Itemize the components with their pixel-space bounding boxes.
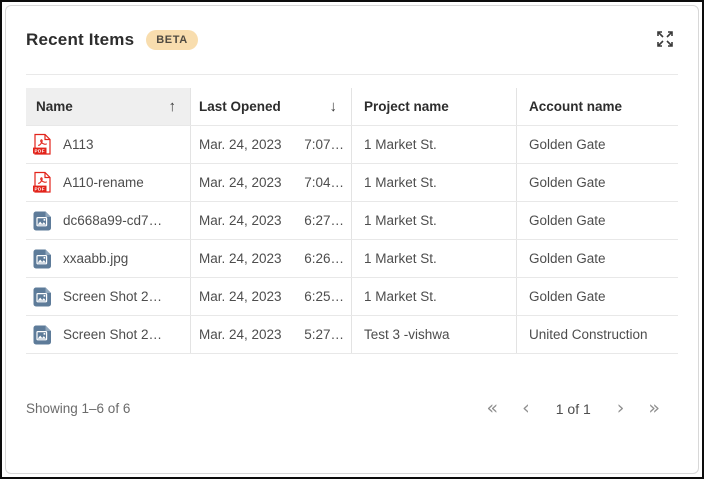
- file-name: Screen Shot 2…: [63, 289, 163, 304]
- recent-items-panel: Recent Items BETA Name ↑: [5, 5, 699, 474]
- date-text: Mar. 24, 2023: [199, 137, 282, 152]
- file-name: A113: [63, 137, 94, 152]
- last-opened-cell: Mar. 24, 2023 6:25…: [191, 278, 352, 315]
- table-body: PDF A113 Mar. 2: [26, 126, 678, 354]
- table-row[interactable]: PDF Screen Shot 2…: [26, 278, 678, 316]
- account-name-text: Golden Gate: [529, 175, 606, 190]
- table-header-row: Name ↑ Last Opened ↓ Project name Accoun…: [26, 88, 678, 126]
- pdf-file-icon: PDF: [32, 133, 53, 156]
- file-name: Screen Shot 2…: [63, 327, 163, 342]
- name-cell: PDF Screen Shot 2…: [26, 278, 191, 315]
- project-name-text: 1 Market St.: [364, 251, 437, 266]
- project-name-cell: 1 Market St.: [352, 240, 517, 277]
- account-name-text: Golden Gate: [529, 289, 606, 304]
- account-name-cell: United Construction: [517, 316, 678, 353]
- last-page-button[interactable]: »: [642, 397, 666, 420]
- last-opened-cell: Mar. 24, 2023 5:27…: [191, 316, 352, 353]
- last-opened-cell: Mar. 24, 2023 6:26…: [191, 240, 352, 277]
- date-text: Mar. 24, 2023: [199, 251, 282, 266]
- expand-button[interactable]: [652, 27, 678, 53]
- account-name-cell: Golden Gate: [517, 164, 678, 201]
- name-cell: PDF Screen Shot 2…: [26, 316, 191, 353]
- first-page-button[interactable]: «: [481, 397, 505, 420]
- image-file-icon: [32, 247, 53, 270]
- project-name-cell: 1 Market St.: [352, 278, 517, 315]
- project-name-text: 1 Market St.: [364, 213, 437, 228]
- project-name-cell: Test 3 -vishwa: [352, 316, 517, 353]
- column-header-name[interactable]: Name ↑: [26, 88, 191, 125]
- page-title: Recent Items: [26, 30, 135, 49]
- svg-text:PDF: PDF: [35, 186, 45, 191]
- image-file-icon: [32, 323, 53, 346]
- file-name: A110-rename: [63, 175, 144, 190]
- column-header-last-opened[interactable]: Last Opened ↓: [191, 88, 352, 125]
- account-name-cell: Golden Gate: [517, 126, 678, 163]
- expand-arrows-icon: [655, 29, 675, 52]
- panel-header: Recent Items BETA: [26, 6, 678, 75]
- sort-descending-icon[interactable]: ↓: [329, 98, 338, 115]
- name-cell: PDF dc668a99-cd7…: [26, 202, 191, 239]
- date-text: Mar. 24, 2023: [199, 175, 282, 190]
- sort-ascending-icon[interactable]: ↑: [168, 98, 177, 115]
- file-name: xxaabb.jpg: [63, 251, 129, 266]
- project-name-cell: 1 Market St.: [352, 164, 517, 201]
- project-name-text: Test 3 -vishwa: [364, 327, 450, 342]
- date-text: Mar. 24, 2023: [199, 213, 282, 228]
- project-name-text: 1 Market St.: [364, 289, 437, 304]
- column-label: Last Opened: [199, 99, 281, 114]
- image-file-icon: [32, 285, 53, 308]
- column-label: Name: [36, 99, 73, 114]
- time-text: 5:27…: [304, 327, 344, 342]
- project-name-cell: 1 Market St.: [352, 126, 517, 163]
- name-cell: PDF xxaabb.jpg: [26, 240, 191, 277]
- table-row[interactable]: PDF xxaabb.jpg: [26, 240, 678, 278]
- next-page-button[interactable]: ›: [611, 397, 631, 420]
- name-cell: PDF A113: [26, 126, 191, 163]
- file-name: dc668a99-cd7…: [63, 213, 163, 228]
- last-opened-cell: Mar. 24, 2023 6:27…: [191, 202, 352, 239]
- table-row[interactable]: PDF dc668a99-cd7…: [26, 202, 678, 240]
- column-header-project-name[interactable]: Project name: [352, 88, 517, 125]
- date-text: Mar. 24, 2023: [199, 327, 282, 342]
- image-file-icon: [32, 209, 53, 232]
- account-name-text: Golden Gate: [529, 213, 606, 228]
- account-name-cell: Golden Gate: [517, 278, 678, 315]
- account-name-cell: Golden Gate: [517, 202, 678, 239]
- time-text: 7:07…: [304, 137, 344, 152]
- name-cell: PDF A110-rename: [26, 164, 191, 201]
- project-name-cell: 1 Market St.: [352, 202, 517, 239]
- results-summary: Showing 1–6 of 6: [26, 401, 131, 416]
- column-label: Account name: [529, 99, 623, 114]
- time-text: 7:04…: [304, 175, 344, 190]
- pagination: « ‹ 1 of 1 › »: [481, 397, 667, 420]
- time-text: 6:27…: [304, 213, 344, 228]
- project-name-text: 1 Market St.: [364, 175, 437, 190]
- pdf-file-icon: PDF: [32, 171, 53, 194]
- table-row[interactable]: PDF A110-rename: [26, 164, 678, 202]
- beta-badge: BETA: [146, 29, 198, 51]
- date-text: Mar. 24, 2023: [199, 289, 282, 304]
- svg-text:PDF: PDF: [35, 148, 45, 153]
- panel-footer: Showing 1–6 of 6 « ‹ 1 of 1 › »: [26, 397, 678, 420]
- page-indicator: 1 of 1: [555, 400, 591, 417]
- column-header-account-name[interactable]: Account name: [517, 88, 678, 125]
- account-name-text: Golden Gate: [529, 251, 606, 266]
- account-name-cell: Golden Gate: [517, 240, 678, 277]
- project-name-text: 1 Market St.: [364, 137, 437, 152]
- table-row[interactable]: PDF A113 Mar. 2: [26, 126, 678, 164]
- account-name-text: Golden Gate: [529, 137, 606, 152]
- column-label: Project name: [364, 99, 449, 114]
- previous-page-button[interactable]: ‹: [516, 397, 536, 420]
- table-row[interactable]: PDF Screen Shot 2…: [26, 316, 678, 354]
- time-text: 6:25…: [304, 289, 344, 304]
- recent-items-table: Name ↑ Last Opened ↓ Project name Accoun…: [26, 88, 678, 354]
- last-opened-cell: Mar. 24, 2023 7:07…: [191, 126, 352, 163]
- account-name-text: United Construction: [529, 327, 648, 342]
- last-opened-cell: Mar. 24, 2023 7:04…: [191, 164, 352, 201]
- time-text: 6:26…: [304, 251, 344, 266]
